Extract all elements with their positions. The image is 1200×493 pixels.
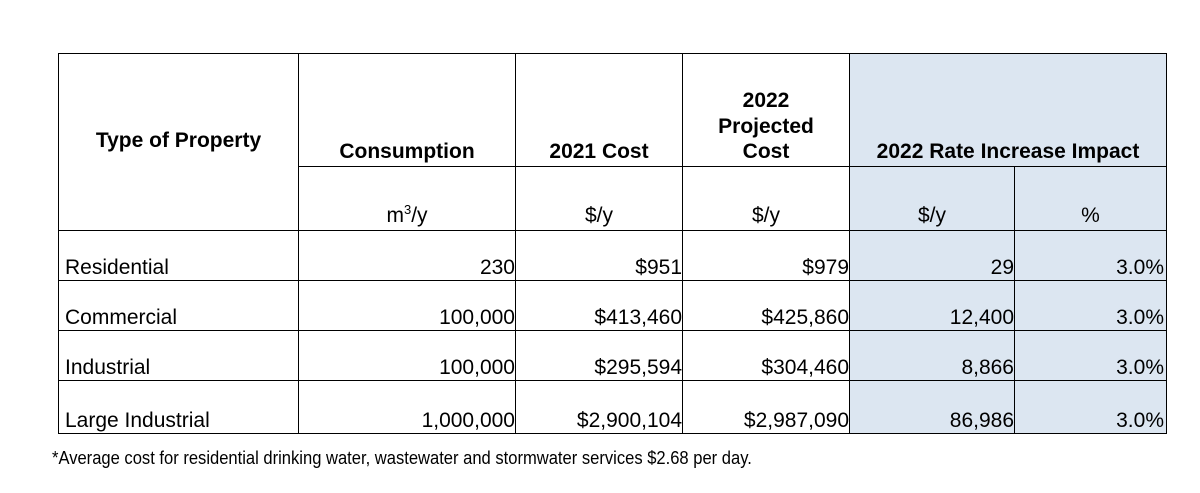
rate-impact-table: Type of Property Consumption 2021 Cost 2…: [58, 53, 1167, 434]
row-2021-cost: $295,594: [515, 330, 683, 381]
table-row: Large Industrial 1,000,000 $2,900,104 $2…: [58, 380, 1167, 434]
header-rate-increase-impact: 2022 Rate Increase Impact: [849, 53, 1167, 167]
header-2021-cost: 2021 Cost: [515, 53, 683, 167]
header-type-label: Type of Property: [95, 128, 262, 152]
row-2021-cost: $951: [515, 230, 683, 281]
row-impact-dollars: 12,400: [849, 280, 1015, 331]
row-consumption: 1,000,000: [298, 380, 516, 434]
header-2022-line2: Projected: [718, 114, 814, 138]
unit-impact-percent: %: [1014, 166, 1167, 231]
footnote: *Average cost for residential drinking w…: [52, 448, 752, 468]
row-2022-cost: $425,860: [682, 280, 850, 331]
units-row: m3/y $/y $/y $/y %: [59, 166, 1167, 231]
row-impact-percent: 3.0%: [1014, 330, 1167, 381]
row-impact-dollars: 8,866: [849, 330, 1015, 381]
unit-2022-cost: $/y: [682, 166, 850, 231]
row-consumption: 100,000: [298, 330, 516, 381]
row-impact-percent: 3.0%: [1014, 230, 1167, 281]
unit-consumption-sup: 3: [403, 201, 412, 217]
unit-consumption-tail: /y: [411, 203, 428, 227]
row-2022-cost: $2,987,090: [682, 380, 850, 434]
row-type: Large Industrial: [58, 380, 299, 434]
header-2022-projected-cost: 2022 Projected Cost: [682, 53, 850, 167]
unit-impact-dollars: $/y: [849, 166, 1015, 231]
row-type: Industrial: [58, 330, 299, 381]
table-row: Industrial 100,000 $295,594 $304,460 8,8…: [58, 330, 1167, 381]
unit-consumption: m3/y: [298, 166, 516, 231]
row-type: Residential: [58, 230, 299, 281]
header-row: Type of Property Consumption 2021 Cost 2…: [58, 53, 1167, 231]
row-type: Commercial: [58, 280, 299, 331]
header-consumption: Consumption: [298, 53, 516, 167]
row-impact-dollars: 29: [849, 230, 1015, 281]
row-2022-cost: $304,460: [682, 330, 850, 381]
row-impact-percent: 3.0%: [1014, 380, 1167, 434]
row-consumption: 100,000: [298, 280, 516, 331]
row-2021-cost: $2,900,104: [515, 380, 683, 434]
table-row: Residential 230 $951 $979 29 3.0%: [58, 230, 1167, 281]
row-impact-dollars: 86,986: [849, 380, 1015, 434]
unit-consumption-base: m: [386, 203, 404, 227]
table-row: Commercial 100,000 $413,460 $425,860 12,…: [58, 280, 1167, 331]
header-2022-line1: 2022: [742, 89, 790, 113]
row-2022-cost: $979: [682, 230, 850, 281]
header-2022-line3: Cost: [742, 139, 790, 163]
row-impact-percent: 3.0%: [1014, 280, 1167, 331]
header-type-of-property: Type of Property: [58, 53, 299, 231]
row-2021-cost: $413,460: [515, 280, 683, 331]
unit-2021-cost: $/y: [515, 166, 683, 231]
row-consumption: 230: [298, 230, 516, 281]
